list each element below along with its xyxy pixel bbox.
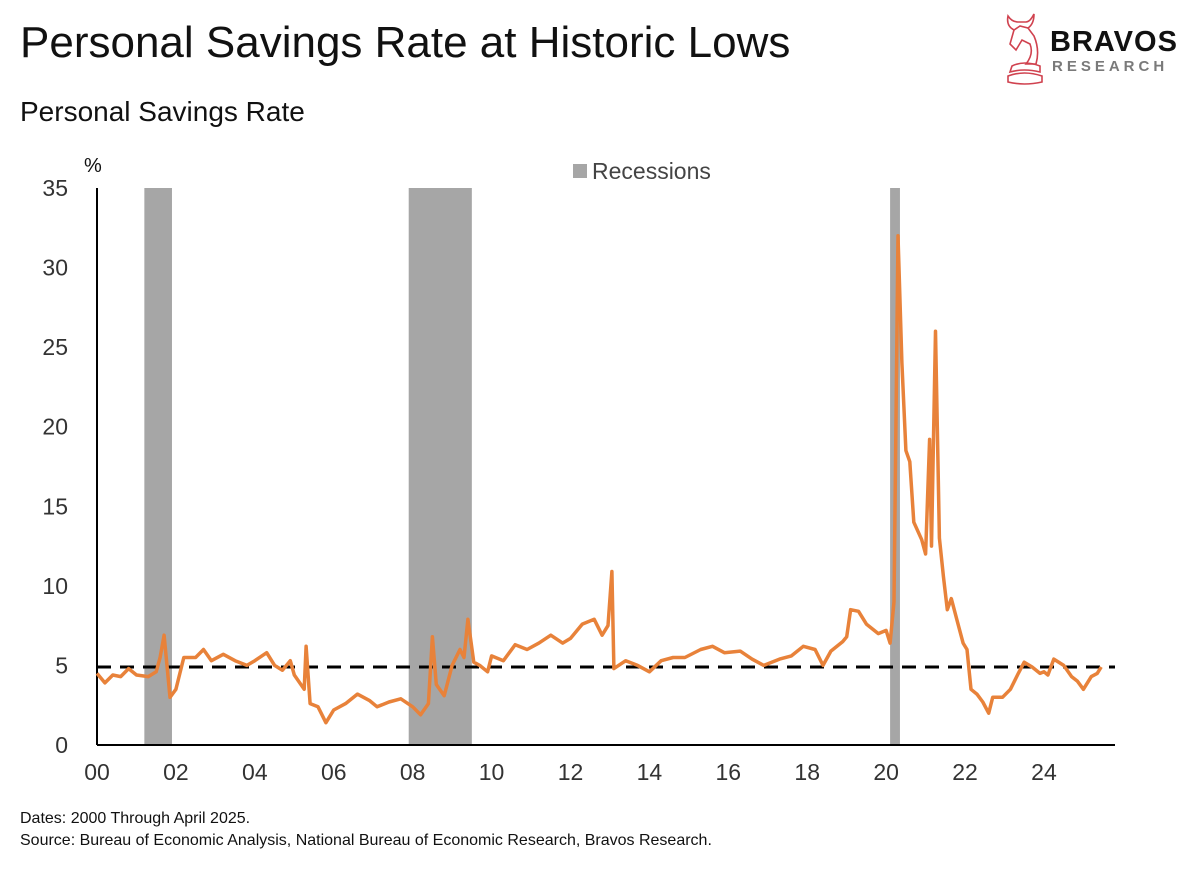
logo-subname: RESEARCH — [1052, 58, 1169, 75]
bull-chess-knight-icon — [1006, 13, 1043, 85]
x-tick-label: 14 — [637, 759, 663, 785]
dates-note: Dates: 2000 Through April 2025. — [20, 810, 251, 827]
x-tick-label: 22 — [952, 759, 978, 785]
y-tick-label: 25 — [42, 334, 68, 360]
y-tick-label: 0 — [55, 732, 68, 758]
x-tick-label: 18 — [794, 759, 820, 785]
y-tick-label: 20 — [42, 414, 68, 440]
source-note: Source: Bureau of Economic Analysis, Nat… — [20, 832, 712, 849]
y-tick-label: 15 — [42, 493, 68, 519]
x-tick-label: 20 — [873, 759, 899, 785]
x-tick-label: 00 — [84, 759, 110, 785]
recession-band — [408, 188, 472, 745]
y-axis-unit: % — [84, 155, 102, 177]
x-tick-label: 10 — [479, 759, 505, 785]
legend-swatch — [573, 164, 587, 178]
x-tick-label: 02 — [163, 759, 189, 785]
chart-subtitle: Personal Savings Rate — [20, 96, 305, 127]
x-tick-label: 04 — [242, 759, 268, 785]
y-tick-label: 5 — [55, 652, 68, 678]
x-tick-label: 24 — [1031, 759, 1057, 785]
x-tick-label: 08 — [400, 759, 426, 785]
logo-name: BRAVOS — [1050, 26, 1178, 58]
x-tick-label: 16 — [716, 759, 742, 785]
x-tick-label: 12 — [558, 759, 584, 785]
y-tick-label: 10 — [42, 573, 68, 599]
chart-title: Personal Savings Rate at Historic Lows — [20, 18, 791, 67]
y-tick-label: 30 — [42, 255, 68, 281]
legend-label: Recessions — [592, 158, 711, 184]
x-tick-label: 06 — [321, 759, 347, 785]
savings-rate-line — [95, 233, 1103, 725]
y-tick-label: 35 — [42, 175, 68, 201]
